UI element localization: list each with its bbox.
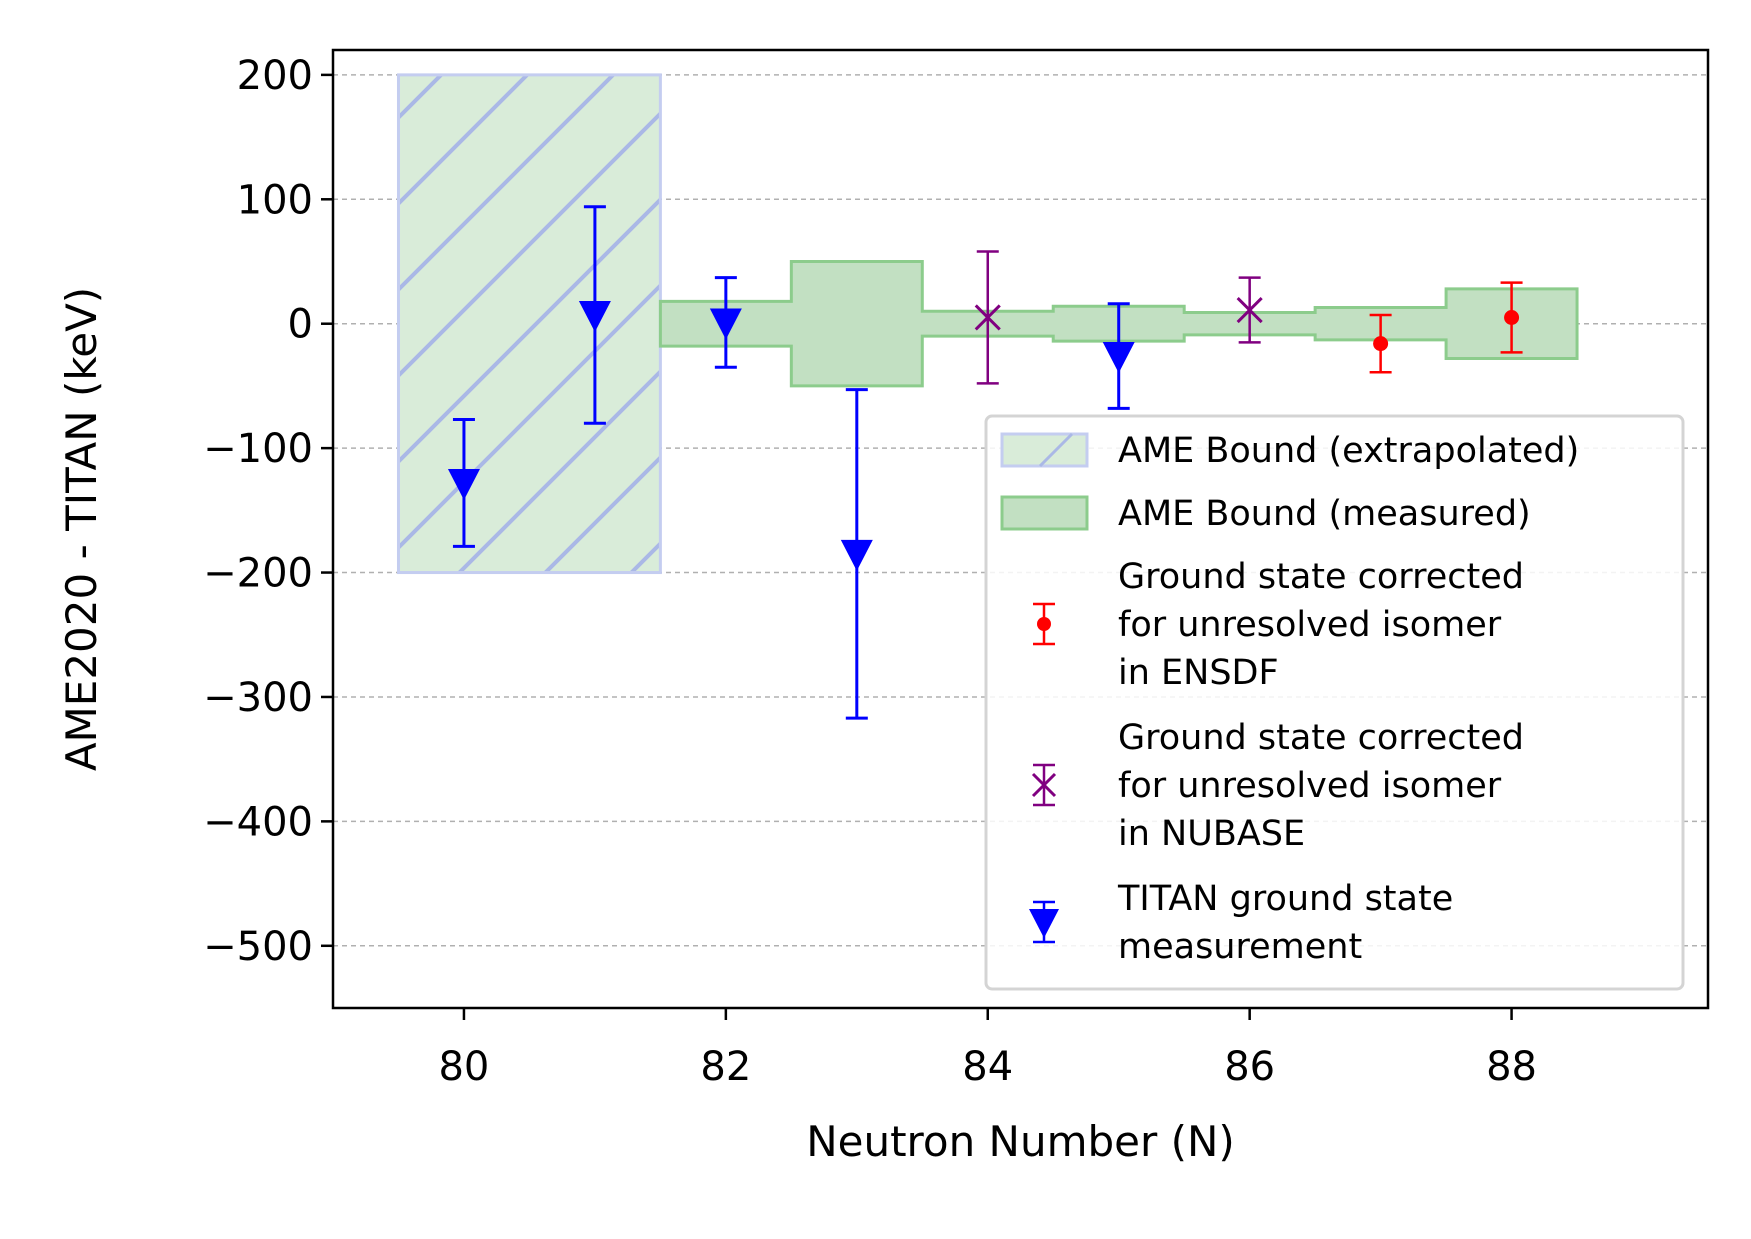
nubase-point	[1236, 276, 1263, 344]
plot-area-frame	[331, 48, 1710, 1010]
ensdf-point-marker	[1373, 336, 1389, 352]
ame-bounds	[396, 73, 1579, 575]
titan-point	[840, 388, 873, 720]
titan-point-marker	[840, 539, 873, 571]
nubase-point	[974, 250, 1001, 385]
legend-entry-nubase: Ground state corrected for unresolved iso…	[1031, 718, 1524, 854]
legend-marker-x	[1031, 772, 1057, 798]
y-tick-label: 200	[237, 53, 313, 99]
y-tick-label: −200	[203, 551, 313, 597]
legend: AME Bound (extrapolated) AME Bound (measu…	[984, 414, 1685, 991]
y-tick-label: −400	[203, 799, 313, 845]
legend-label: measurement	[1118, 927, 1362, 967]
nubase-point-marker	[1236, 296, 1263, 324]
x-tick-label: 86	[1224, 1044, 1275, 1090]
legend-box	[984, 414, 1685, 991]
ensdf-point	[1369, 313, 1392, 374]
legend-entry-measured: AME Bound (measured)	[1000, 494, 1531, 534]
legend-swatch-extrapolated	[1000, 432, 1089, 468]
y-tick-label: 0	[288, 302, 313, 348]
legend-swatch-hatch	[1038, 432, 1074, 468]
y-tick-label: 100	[237, 177, 313, 223]
x-tick-label: 82	[700, 1044, 751, 1090]
ensdf-point-marker	[1504, 309, 1520, 325]
data-points	[447, 205, 1523, 720]
nubase-point-marker	[974, 304, 1001, 331]
x-tick-label: 80	[438, 1044, 489, 1090]
legend-entry-extrap: AME Bound (extrapolated)	[1000, 431, 1579, 471]
titan-point-marker	[1102, 342, 1135, 374]
legend-entry-ensdf: Ground state corrected for unresolved iso…	[1033, 557, 1524, 693]
legend-label: AME Bound (extrapolated)	[1118, 431, 1579, 471]
legend-label: AME Bound (measured)	[1118, 494, 1531, 534]
legend-swatch-measured	[1000, 495, 1089, 531]
ensdf-point	[1500, 281, 1523, 354]
y-axis-title: AME2020 - TITAN (keV)	[57, 287, 106, 771]
x-axis-title: Neutron Number (N)	[806, 1117, 1235, 1166]
y-tick-label: −500	[203, 924, 313, 970]
titan-point-marker	[709, 308, 742, 340]
legend-label: Ground state corrected	[1118, 718, 1524, 758]
ame-bound-extrapolated-hatch	[396, 73, 662, 575]
legend-marker-triangle	[1029, 909, 1059, 938]
legend-label: for unresolved isomer	[1118, 766, 1502, 806]
x-tick-label: 84	[962, 1044, 1013, 1090]
legend-label: in NUBASE	[1118, 814, 1305, 854]
titan-point	[447, 418, 480, 548]
y-tick-label: −100	[203, 426, 313, 472]
legend-label: TITAN ground state	[1117, 879, 1453, 919]
titan-point	[1102, 302, 1135, 410]
titan-point	[709, 276, 742, 369]
titan-point-marker	[447, 468, 480, 500]
y-tick-label: −300	[203, 675, 313, 721]
legend-label: in ENSDF	[1118, 653, 1279, 693]
legend-label: for unresolved isomer	[1118, 605, 1502, 645]
x-tick-label: 88	[1486, 1044, 1537, 1090]
titan-point-marker	[578, 301, 611, 333]
titan-point	[578, 205, 611, 425]
legend-label: Ground state corrected	[1118, 557, 1524, 597]
legend-entry-titan: TITAN ground state measurement	[1029, 879, 1453, 967]
legend-marker-dot	[1037, 617, 1051, 631]
axis-ticks: 80 82 84 86 88 200 100 0 −100 −200 −300 −400 −500	[203, 53, 1537, 1090]
